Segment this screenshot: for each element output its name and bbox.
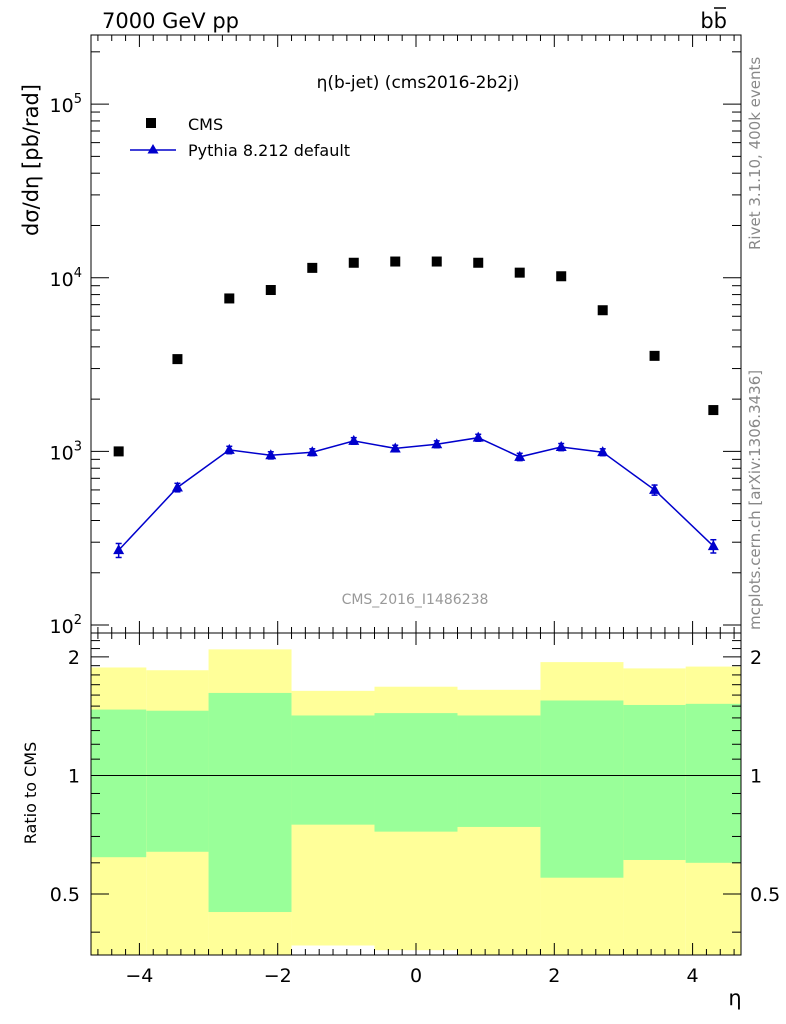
pythia-point bbox=[514, 450, 526, 461]
cms-point bbox=[224, 293, 235, 304]
cms-point bbox=[113, 446, 124, 457]
uncertainty-band-inner bbox=[146, 710, 209, 852]
collision-label: 7000 GeV pp bbox=[102, 9, 239, 33]
cms-point bbox=[556, 271, 567, 282]
main-panel: CMS_2016_I1486238 η(b-jet) (cms2016-2b2j… bbox=[50, 34, 742, 638]
uncertainty-band-inner bbox=[374, 713, 458, 832]
cms-point bbox=[172, 354, 183, 365]
pythia-point bbox=[265, 449, 277, 460]
pythia-line bbox=[118, 436, 714, 551]
cms-point bbox=[473, 257, 484, 268]
pythia-point bbox=[171, 481, 183, 492]
y-tick-label-right: 1 bbox=[750, 765, 762, 787]
svg-text:bb: bb bbox=[700, 9, 727, 33]
y-tick-label: 1 bbox=[68, 765, 80, 787]
uncertainty-band-inner bbox=[540, 700, 624, 878]
x-tick-label: 4 bbox=[687, 965, 699, 987]
pythia-point bbox=[597, 446, 609, 457]
pythia-point bbox=[555, 441, 567, 452]
uncertainty-band-inner bbox=[623, 704, 686, 860]
legend-pythia-marker bbox=[147, 144, 159, 154]
cms-point bbox=[649, 350, 660, 361]
legend-cms-marker bbox=[146, 118, 156, 128]
ratio-frame bbox=[90, 632, 742, 956]
y-tick-label: 103 bbox=[50, 439, 82, 464]
x-tick-label: 2 bbox=[548, 965, 560, 987]
pythia-point bbox=[707, 540, 719, 551]
legend-cms-label: CMS bbox=[188, 115, 223, 134]
y-tick-label: 0.5 bbox=[50, 884, 80, 906]
cms-point bbox=[390, 256, 401, 267]
ratio-panel: −4 −2 0 2 4 0.5 0.5 1 1 2 2 bbox=[50, 632, 780, 987]
mcplots-label: mcplots.cern.ch [arXiv:1306.3436] bbox=[746, 370, 764, 630]
ratio-ylabel: Ratio to CMS bbox=[21, 742, 40, 844]
x-tick-label: 0 bbox=[410, 965, 422, 987]
pythia-point bbox=[472, 431, 484, 442]
uncertainty-band-inner bbox=[685, 703, 741, 863]
y-tick-label-right: 0.5 bbox=[750, 884, 780, 906]
uncertainty-band-inner bbox=[91, 709, 147, 858]
pythia-point bbox=[223, 443, 235, 454]
x-tick-label: −2 bbox=[264, 965, 292, 987]
y-tick-label: 105 bbox=[50, 92, 82, 117]
y-tick-label: 104 bbox=[50, 266, 82, 291]
uncertainty-band-inner bbox=[291, 715, 375, 825]
main-ylabel: dσ/dη [pb/rad] bbox=[19, 84, 43, 236]
cms-point bbox=[514, 267, 525, 278]
plot-title: η(b-jet) (cms2016-2b2j) bbox=[317, 73, 520, 93]
pythia-point bbox=[431, 438, 443, 449]
cms-point bbox=[348, 257, 359, 268]
cms-point bbox=[597, 305, 608, 316]
legend: CMS Pythia 8.212 default bbox=[130, 115, 350, 160]
x-axis-label: η bbox=[728, 986, 741, 1010]
pythia-point bbox=[348, 434, 360, 445]
uncertainty-band-inner bbox=[208, 692, 292, 913]
cms-point bbox=[708, 405, 719, 416]
uncertainty-band-inner bbox=[457, 715, 541, 827]
legend-pythia-label: Pythia 8.212 default bbox=[188, 141, 350, 160]
cms-point bbox=[265, 285, 276, 296]
x-tick-label: −4 bbox=[125, 965, 153, 987]
pythia-point bbox=[113, 544, 125, 555]
process-label: bb bbox=[700, 7, 727, 33]
pythia-point bbox=[306, 446, 318, 457]
y-tick-label: 2 bbox=[68, 647, 80, 669]
rivet-label: Rivet 3.1.10, 400k events bbox=[746, 57, 764, 250]
y-tick-label: 102 bbox=[50, 613, 82, 638]
watermark: CMS_2016_I1486238 bbox=[342, 592, 489, 608]
cms-point bbox=[307, 262, 318, 273]
pythia-point bbox=[389, 442, 401, 453]
y-tick-label-right: 2 bbox=[750, 647, 762, 669]
pythia-point bbox=[649, 483, 661, 494]
cms-point bbox=[431, 256, 442, 267]
